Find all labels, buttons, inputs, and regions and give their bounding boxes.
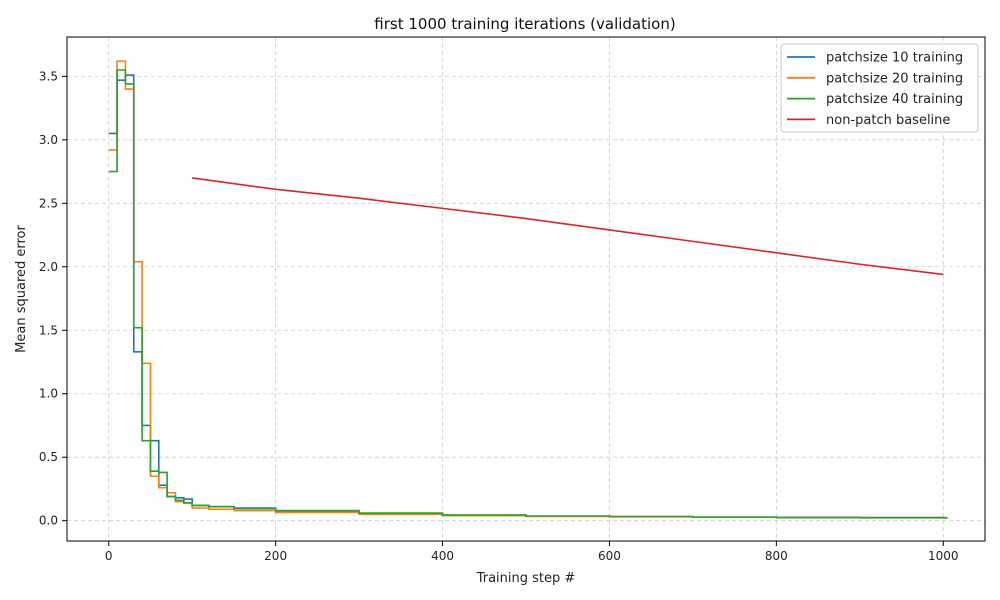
legend-box: [780, 43, 979, 133]
y-tick-label: 3.0: [39, 133, 58, 147]
x-tick-label: 800: [765, 549, 788, 563]
y-axis: 0.0 0.5 1.0 1.5 2.0 2.5 3.0 3.5: [39, 69, 67, 528]
legend-label: patchsize 10 training: [826, 51, 963, 66]
y-axis-label: Mean squared error: [14, 225, 29, 353]
y-tick-label: 0.0: [39, 514, 58, 528]
series-line-1: [108, 74, 948, 519]
legend-label: non-patch baseline: [826, 113, 950, 128]
y-tick-label: 3.5: [39, 69, 58, 83]
legend-label: patchsize 20 training: [826, 71, 963, 86]
y-tick-label: 2.5: [39, 196, 58, 210]
y-tick-label: 2.0: [39, 260, 58, 274]
x-tick-label: 0: [105, 549, 113, 563]
series-layer: [108, 60, 948, 519]
x-axis: 0 200 400 600 800 1000: [105, 541, 959, 563]
x-tick-label: 200: [264, 549, 287, 563]
y-tick-label: 0.5: [39, 450, 58, 464]
x-tick-label: 1000: [928, 549, 959, 563]
y-tick-label: 1.5: [39, 323, 58, 337]
x-tick-label: 400: [431, 549, 454, 563]
x-axis-label: Training step #: [476, 571, 576, 586]
series-line-4: [192, 177, 944, 276]
series-line-3: [108, 69, 948, 519]
legend-label: patchsize 40 training: [826, 92, 963, 107]
chart-title: first 1000 training iterations (validati…: [374, 15, 675, 33]
x-tick-label: 600: [598, 549, 621, 563]
y-tick-label: 1.0: [39, 387, 58, 401]
plot-frame: [66, 36, 986, 542]
legend: patchsize 10 training patchsize 20 traini…: [780, 43, 979, 133]
